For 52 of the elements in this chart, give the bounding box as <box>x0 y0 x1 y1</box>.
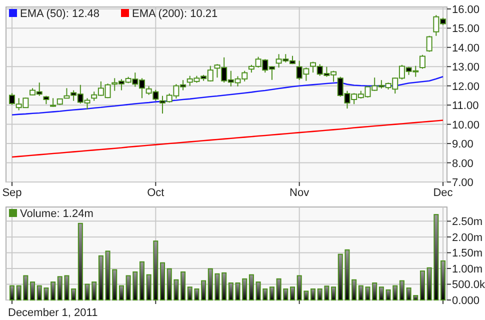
candlestick <box>426 35 432 52</box>
y-tick-label: 16.00 <box>452 4 480 16</box>
y-tick-label: 11.00 <box>452 100 479 112</box>
x-tick-label: Sep <box>2 187 22 199</box>
y-tick-label: 2.00m <box>452 232 483 244</box>
bar <box>228 282 234 300</box>
y-tick-label: 1.50m <box>452 248 483 260</box>
text: December 1, 2011 <box>8 307 98 319</box>
line-series <box>11 76 444 116</box>
x-tick-label: Nov <box>290 187 310 199</box>
bar <box>118 285 124 300</box>
bar <box>180 271 186 300</box>
y-tick-label: 15.00 <box>452 23 480 36</box>
bar <box>201 280 206 300</box>
y-tick-label: 10.00 <box>452 119 480 132</box>
bar <box>160 262 166 300</box>
bar <box>290 286 295 300</box>
y-tick-label: 0.000 <box>452 295 480 307</box>
bar <box>372 282 378 300</box>
x-tick-label: Dec <box>433 187 454 199</box>
bar <box>420 270 425 300</box>
bar <box>269 286 274 300</box>
bar <box>10 285 14 300</box>
y-tick-label: 12.00 <box>452 80 480 93</box>
bar <box>440 260 446 300</box>
line-series <box>11 120 444 158</box>
bar <box>331 286 336 300</box>
y-tick-label: 7.00 <box>452 177 474 189</box>
x-tick-label: Oct <box>147 187 164 199</box>
bar <box>378 286 384 300</box>
bar <box>139 261 144 300</box>
y-tick-label: 500.0k <box>452 279 485 292</box>
y-tick-label: 14.00 <box>452 42 480 54</box>
bar <box>399 280 404 300</box>
y-tick-label: 2.50m <box>452 216 483 228</box>
bar <box>310 288 316 300</box>
bar <box>248 274 254 300</box>
legend-label: EMA (50): 12.48 <box>20 8 100 20</box>
bar <box>98 255 104 300</box>
bar <box>71 288 76 300</box>
legend-label: Volume: 1.24m <box>20 208 94 220</box>
y-tick-label: 1.00m <box>452 263 483 276</box>
candlestick <box>419 54 426 70</box>
y-tick-label: 13.00 <box>452 62 480 74</box>
legend-label: EMA (200): 10.21 <box>132 8 218 20</box>
bar <box>78 222 83 300</box>
bar <box>30 282 36 300</box>
bar <box>50 282 56 300</box>
y-tick-label: 8.00 <box>452 158 474 170</box>
bar <box>222 272 227 300</box>
y-tick-label: 9.00 <box>452 138 474 151</box>
bar <box>352 279 357 300</box>
